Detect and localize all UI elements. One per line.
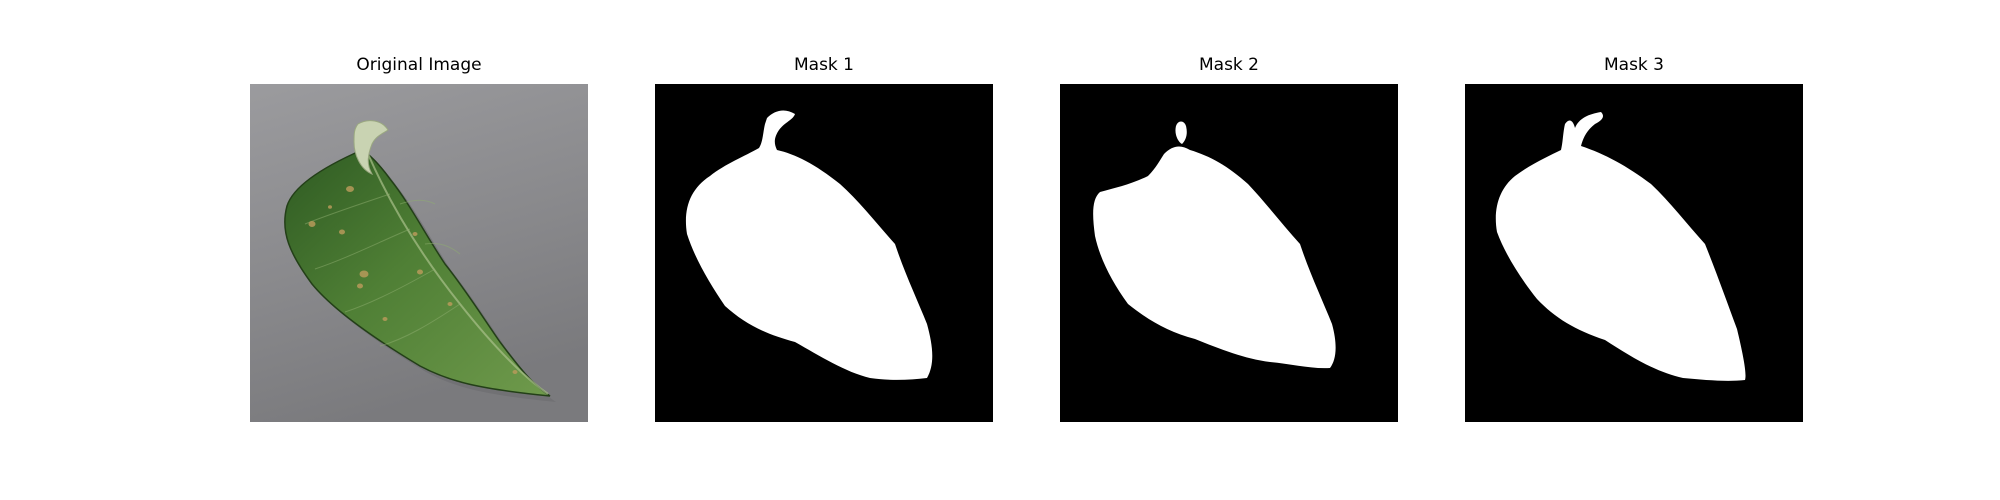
mask-2-image [1060,84,1398,422]
panel-original-image: Original Image [250,55,588,430]
panel-mask-2: Mask 2 [1060,55,1398,430]
panel-title-mask-3: Mask 3 [1465,55,1803,75]
panel-title-original-image: Original Image [250,55,588,75]
mask-3-image [1465,84,1803,422]
panel-title-mask-2: Mask 2 [1060,55,1398,75]
mask-1-image [655,84,993,422]
panel-mask-3: Mask 3 [1465,55,1803,430]
panel-title-mask-1: Mask 1 [655,55,993,75]
panel-mask-1: Mask 1 [655,55,993,430]
original-image [250,84,588,422]
